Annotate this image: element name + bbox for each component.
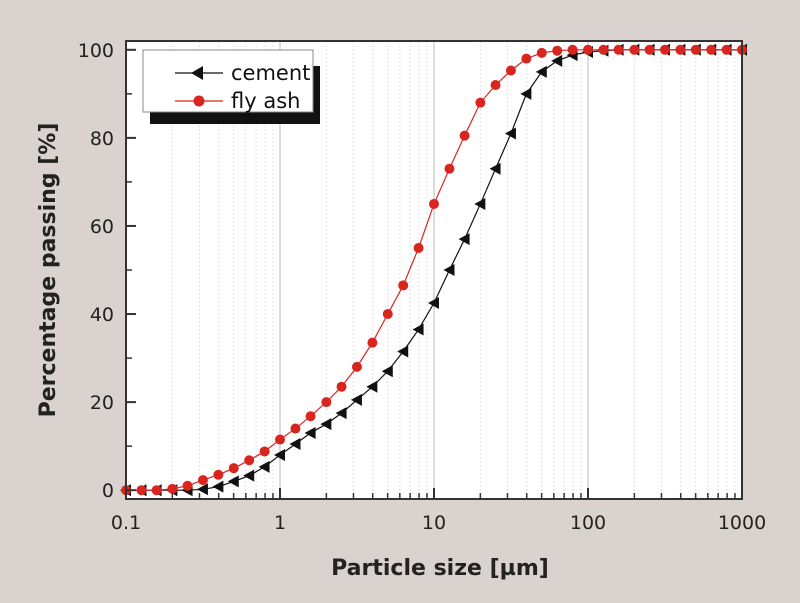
- fly-ash-point: [675, 44, 686, 55]
- x-axis-title: Particle size [µm]: [331, 556, 549, 581]
- cement-point: [320, 418, 332, 431]
- fly-ash-point: [321, 397, 332, 408]
- fly-ash-point: [413, 242, 424, 253]
- x-tick-label: 0.1: [111, 512, 141, 534]
- y-axis-title: Percentage passing [%]: [36, 123, 61, 418]
- cement-point: [243, 469, 255, 482]
- fly-ash-point: [259, 446, 270, 457]
- cement-point: [350, 393, 362, 406]
- legend-cement-marker: [191, 66, 203, 80]
- x-tick-label: 1: [274, 512, 286, 534]
- cement-point: [489, 162, 501, 175]
- fly-ash-point: [459, 130, 470, 141]
- fly-ash-point: [197, 475, 208, 486]
- fly-ash-point: [182, 480, 193, 491]
- y-tick-label: 20: [90, 392, 114, 414]
- cement-point: [458, 233, 470, 246]
- cement-point: [551, 54, 563, 67]
- fly-ash-point: [167, 483, 178, 494]
- cement-point: [412, 323, 424, 336]
- fly-ash-point: [136, 485, 147, 496]
- fly-ash-point: [444, 163, 455, 174]
- fly-ash-point: [475, 97, 486, 108]
- cement-point: [366, 380, 378, 393]
- x-tick-label: 1000: [718, 512, 766, 534]
- fly-ash-point: [429, 198, 439, 209]
- cement-point: [535, 65, 547, 78]
- fly-ash-point: [536, 47, 547, 58]
- fly-ash-point: [367, 337, 378, 348]
- fly-ash-point: [213, 469, 224, 480]
- fly-ash-point: [490, 80, 501, 91]
- x-tick-label: 100: [570, 512, 606, 534]
- cement-point: [196, 483, 208, 496]
- cement-point: [289, 437, 301, 450]
- y-tick-label: 60: [90, 216, 114, 238]
- legend-fly-ash-marker: [193, 95, 205, 107]
- fly-ash-point: [336, 381, 347, 392]
- fly-ash-point: [583, 44, 593, 55]
- fly-ash-point: [244, 455, 255, 466]
- legend-fly-ash-label: fly ash: [231, 89, 300, 113]
- cement-point: [397, 345, 409, 358]
- cement-point: [428, 297, 439, 310]
- fly-ash-point: [275, 434, 285, 445]
- legend-cement-label: cement: [231, 61, 310, 85]
- y-tick-label: 80: [90, 128, 114, 150]
- fly-ash-point: [305, 411, 316, 422]
- fly-ash-point: [644, 44, 655, 55]
- fly-ash-point: [351, 361, 362, 372]
- fly-ash-point: [598, 44, 609, 55]
- cement-point: [504, 127, 516, 140]
- fly-ash-point: [521, 53, 532, 64]
- cement-point: [335, 407, 347, 420]
- fly-ash-point: [706, 44, 717, 55]
- legend: cement fly ash: [142, 49, 320, 124]
- legend-box: [142, 49, 314, 113]
- cement-point: [474, 197, 486, 210]
- fly-ash-point: [690, 44, 701, 55]
- cement-point: [443, 264, 455, 276]
- cement-point: [258, 460, 270, 473]
- fly-ash-point: [721, 44, 732, 55]
- fly-ash-point: [228, 463, 239, 474]
- cement-point: [212, 480, 224, 493]
- fly-ash-point: [659, 44, 670, 55]
- fly-ash-point: [151, 485, 162, 496]
- fly-ash-point: [629, 44, 640, 55]
- fly-ash-point: [505, 65, 516, 76]
- fly-ash-point: [290, 423, 301, 434]
- cement-point: [274, 448, 285, 461]
- fly-ash-point: [398, 280, 409, 291]
- ticks: 0.1 1 10 100 1000 0 20 40 60 80 100: [78, 40, 766, 534]
- cement-point: [227, 475, 239, 488]
- x-tick-label: 10: [422, 512, 446, 534]
- cement-point: [304, 426, 316, 439]
- series-layer: [120, 43, 747, 497]
- cement-point: [381, 365, 393, 378]
- y-tick-label: 0: [102, 480, 114, 502]
- fly-ash-point: [552, 45, 563, 56]
- fly-ash-point: [613, 44, 624, 55]
- fly-ash-point: [567, 44, 578, 55]
- cement-point: [520, 87, 532, 100]
- y-tick-label: 100: [78, 40, 114, 62]
- y-tick-label: 40: [90, 304, 114, 326]
- fly-ash-point: [382, 309, 393, 320]
